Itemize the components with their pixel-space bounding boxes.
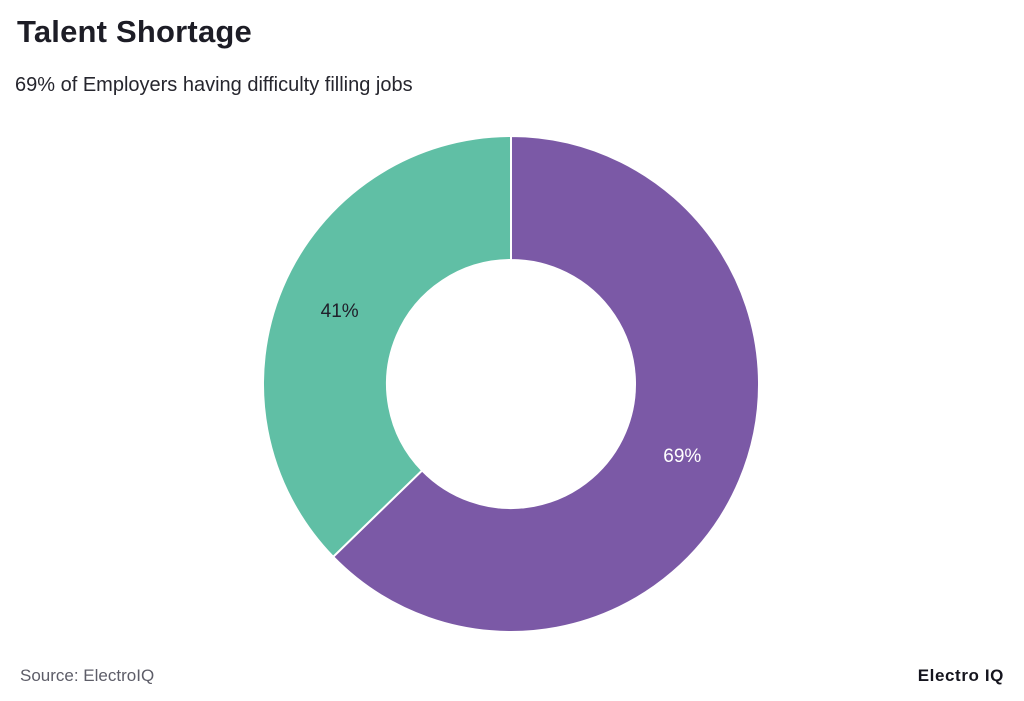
source-label: Source: ElectroIQ xyxy=(20,666,155,685)
donut-segment xyxy=(331,134,760,633)
slice-label: 41% xyxy=(321,301,359,322)
page-title: Talent Shortage xyxy=(17,14,252,49)
page-subtitle: 69% of Employers having difficulty filli… xyxy=(15,74,413,96)
slice-label: 69% xyxy=(663,446,701,467)
donut-segment xyxy=(262,134,512,559)
brand-logo: Electro IQ xyxy=(917,666,1004,685)
